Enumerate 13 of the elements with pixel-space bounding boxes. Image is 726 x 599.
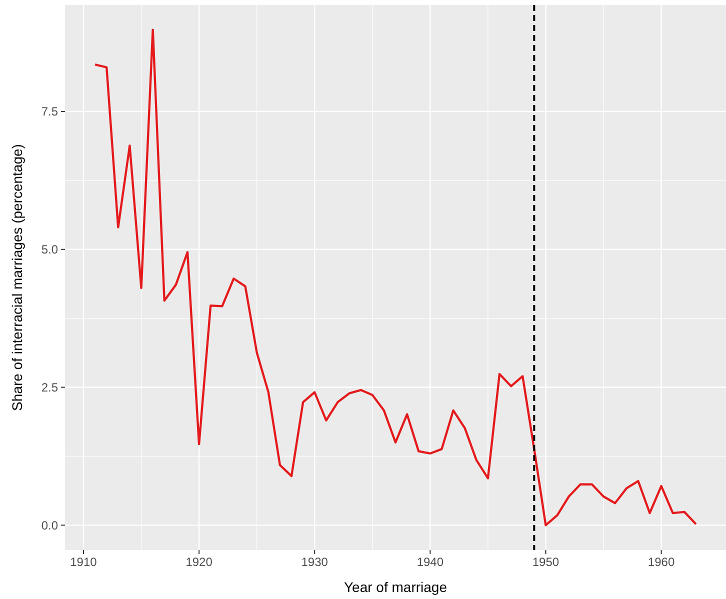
y-axis-title: Share of interracial marriages (percentage) bbox=[9, 144, 25, 411]
y-tick-label: 0.0 bbox=[41, 518, 58, 532]
x-tick-label: 1940 bbox=[416, 555, 444, 569]
x-tick-label: 1930 bbox=[301, 555, 328, 569]
x-tick-label: 1950 bbox=[532, 555, 560, 569]
y-tick-label: 5.0 bbox=[41, 242, 58, 257]
x-tick-label: 1910 bbox=[70, 555, 98, 569]
x-axis-title: Year of marriage bbox=[344, 579, 448, 595]
line-series bbox=[94, 28, 698, 526]
x-tick-label: 1920 bbox=[186, 555, 213, 569]
y-tick-label: 2.5 bbox=[41, 380, 58, 394]
x-tick-label: 1960 bbox=[648, 555, 675, 569]
y-tick-label: 7.5 bbox=[41, 104, 58, 119]
